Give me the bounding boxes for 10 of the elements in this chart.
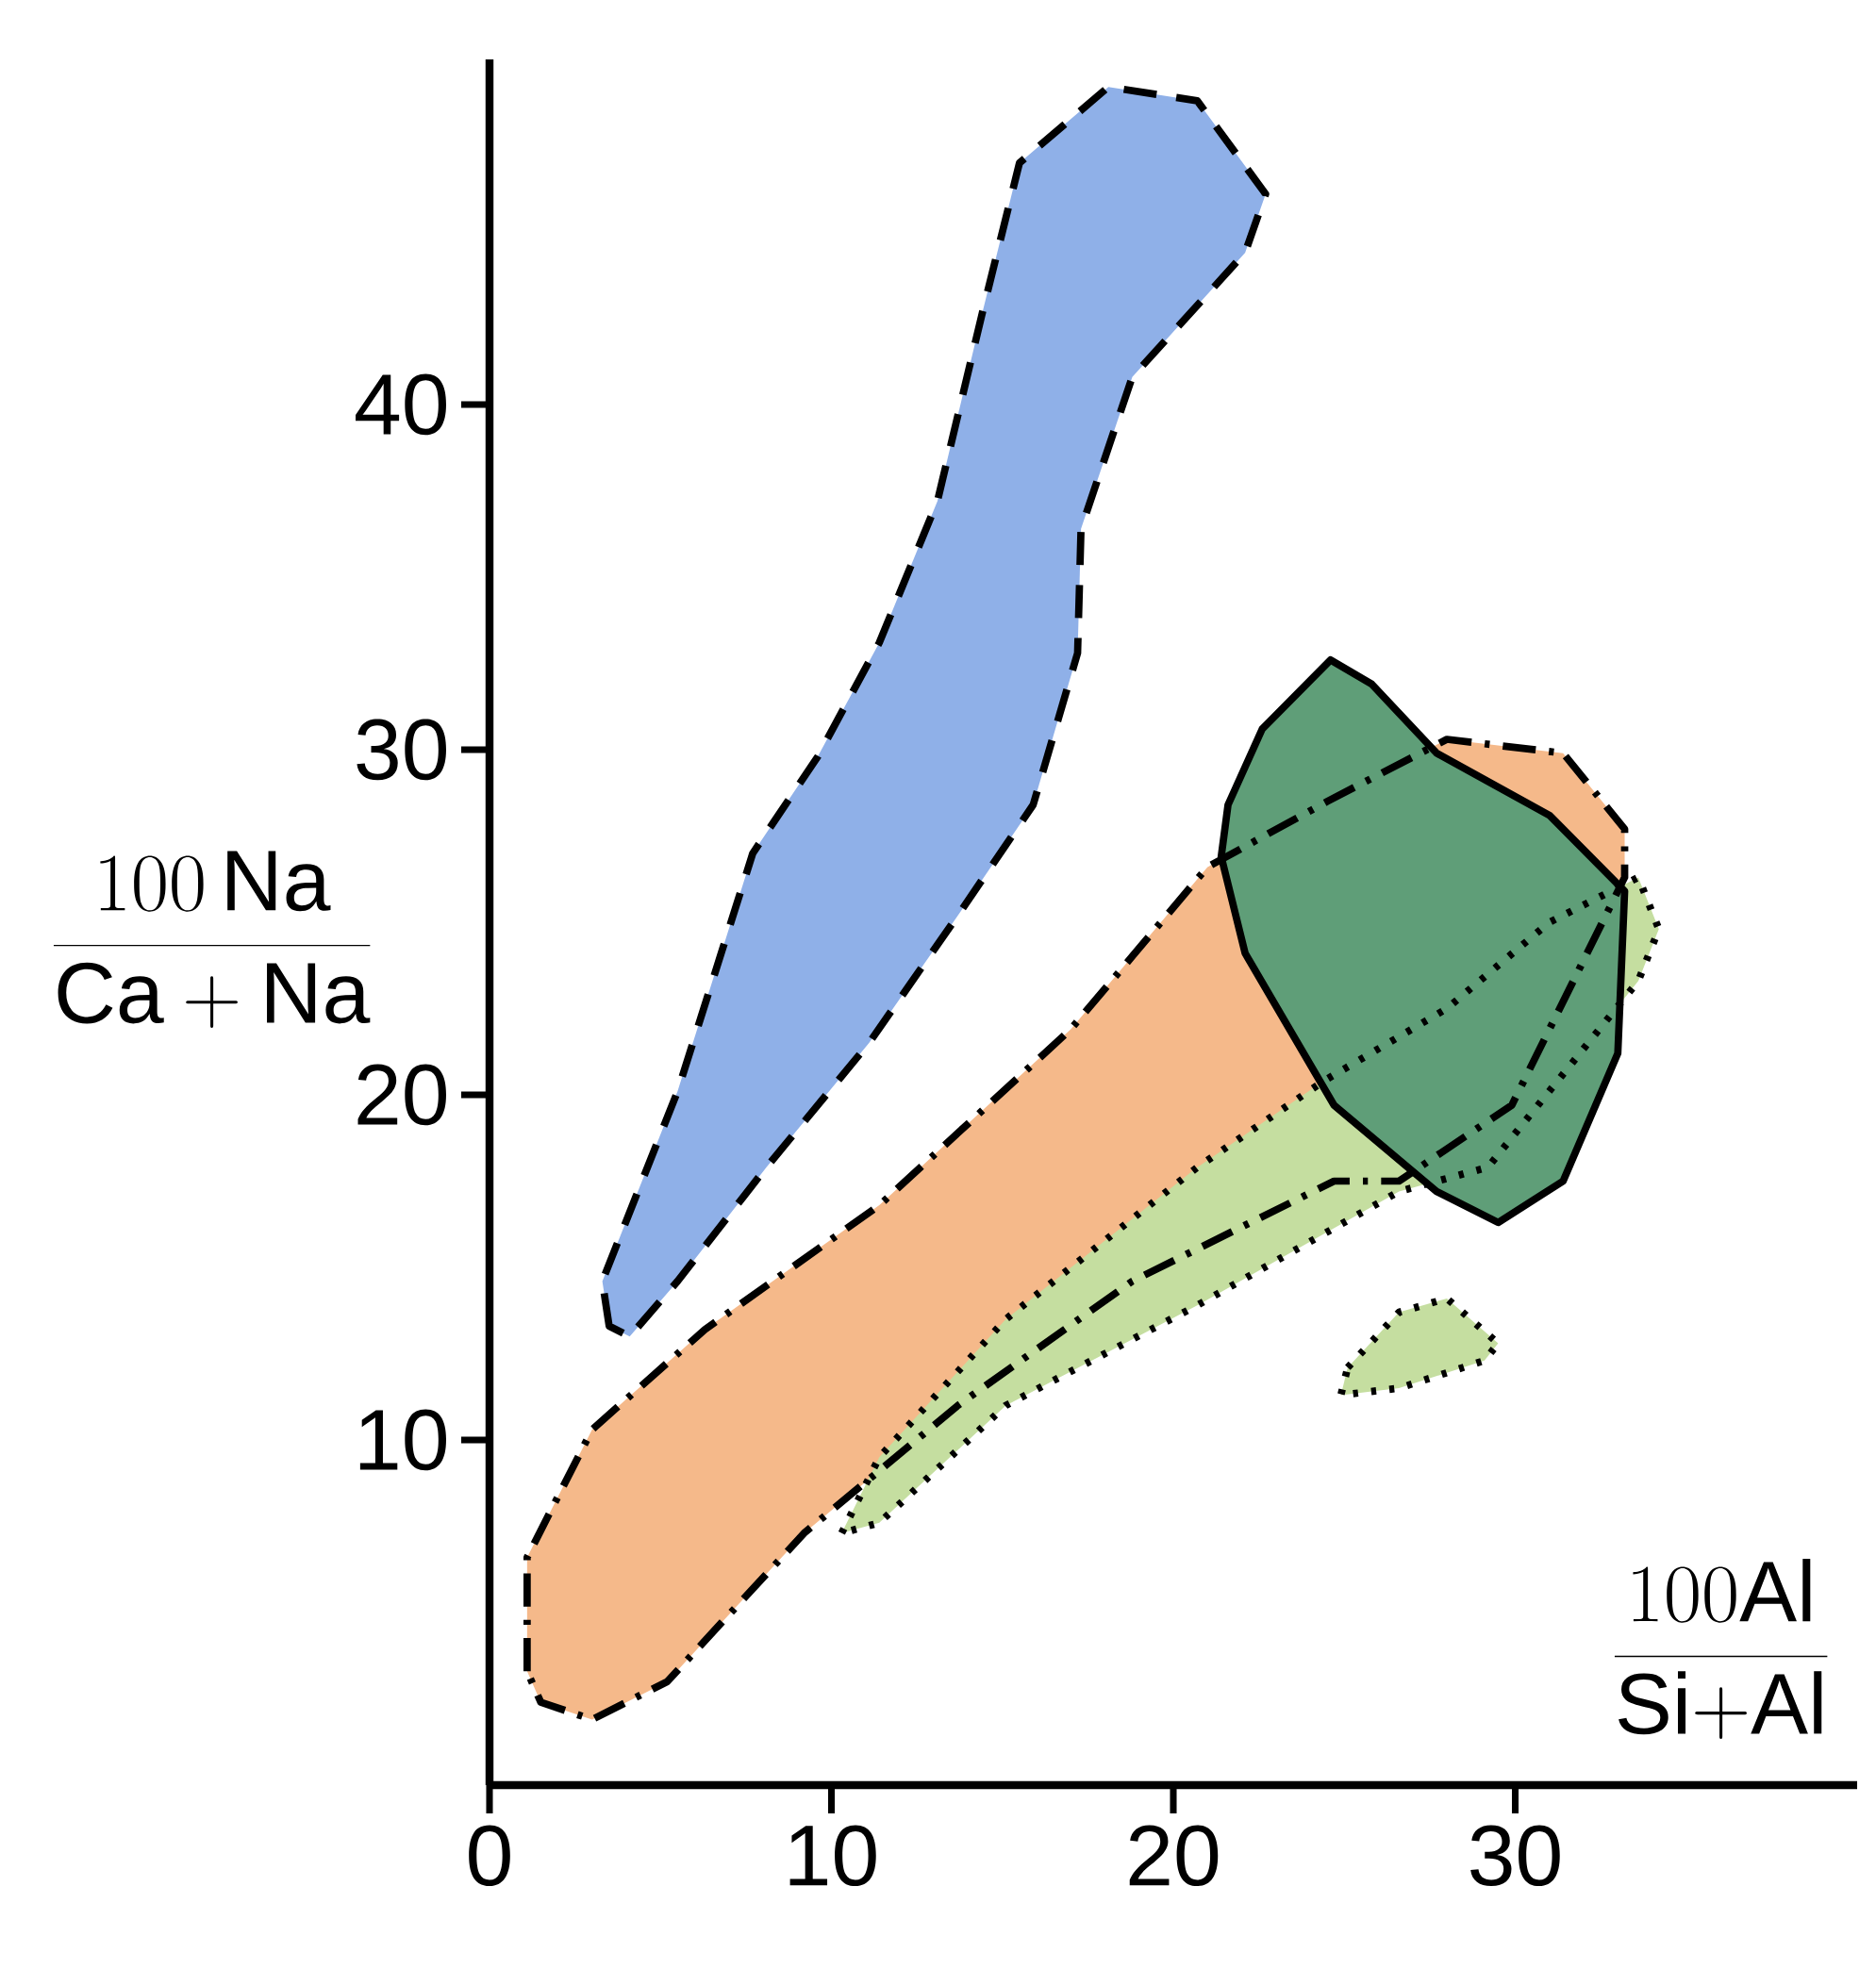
- y-tick-label: 10: [359, 1409, 446, 1471]
- x-tick-label: 0: [469, 1825, 510, 1887]
- x-tick-label: 10: [789, 1825, 876, 1887]
- y-axis-title: $\frac{100\,\mathrm{Na}}{\mathrm{Ca}+\mathrm{Na}}$: [53, 851, 371, 1029]
- y-tick-label: 40: [356, 373, 446, 436]
- y-tick-label: 20: [357, 1064, 446, 1126]
- x-tick-label: 30: [1470, 1825, 1560, 1887]
- x-axis-title: $\frac{100\mathrm{Al}}{\mathrm{Si{+}Al}}$: [1614, 1559, 1828, 1740]
- y-tick-label: 30: [357, 719, 446, 781]
- x-tick-label: 20: [1129, 1825, 1219, 1887]
